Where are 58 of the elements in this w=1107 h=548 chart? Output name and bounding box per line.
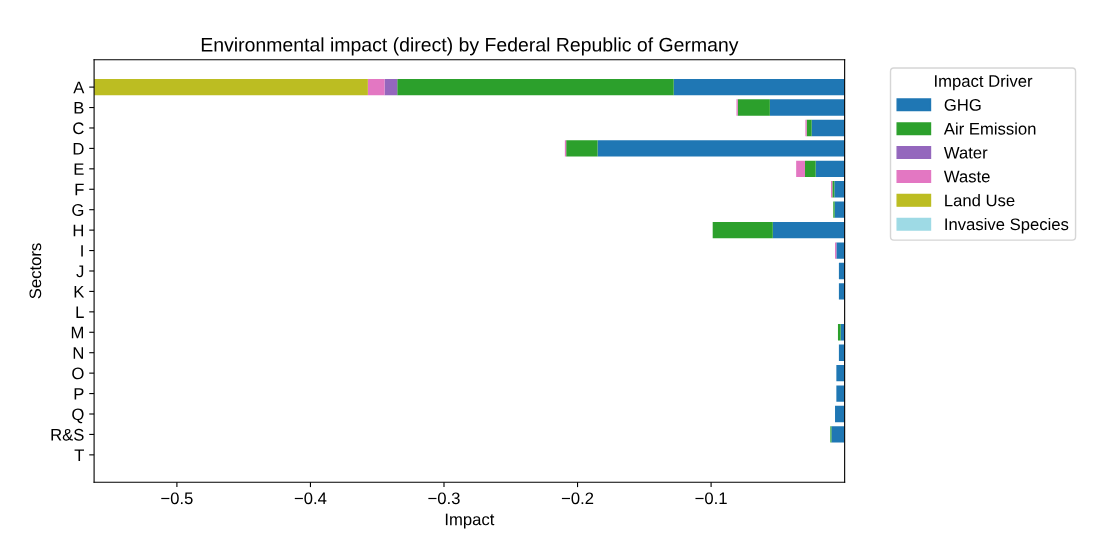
legend-label: Waste bbox=[943, 170, 990, 183]
bar bbox=[597, 140, 845, 157]
bar bbox=[811, 119, 845, 137]
x-axis-title: Impact bbox=[445, 513, 495, 529]
bar bbox=[834, 181, 845, 198]
chart-title: Environmental impact (direct) by Federal Republic of Germany bbox=[201, 37, 739, 56]
y-tick-label: J bbox=[76, 265, 84, 278]
legend-label: Land Use bbox=[945, 194, 1015, 207]
x-tick-label: −0.5 bbox=[161, 492, 193, 505]
y-tick-label: P bbox=[74, 388, 84, 400]
y-tick-label: R&S bbox=[51, 428, 84, 441]
bar bbox=[804, 160, 816, 177]
y-tick-label: F bbox=[75, 183, 84, 196]
bar bbox=[796, 160, 805, 177]
y-tick-label: B bbox=[74, 102, 84, 114]
bar bbox=[384, 78, 398, 96]
y-axis-title: Sectors bbox=[29, 243, 42, 299]
y-tick-label: N bbox=[73, 347, 84, 359]
bar bbox=[397, 78, 674, 96]
legend-label: Air Emission bbox=[943, 122, 1036, 135]
y-tick-label: H bbox=[73, 224, 84, 237]
y-tick-label: O bbox=[72, 367, 84, 380]
bar bbox=[367, 78, 385, 96]
bar bbox=[836, 242, 845, 259]
x-tick-label: −0.1 bbox=[695, 492, 727, 505]
y-tick-label: I bbox=[81, 245, 83, 257]
y-tick-label: Q bbox=[72, 408, 84, 424]
y-tick-label: E bbox=[74, 163, 84, 175]
x-tick-label: −0.2 bbox=[561, 492, 594, 505]
y-tick-label: T bbox=[74, 449, 84, 461]
y-tick-label: A bbox=[73, 81, 85, 94]
x-tick-label: −0.4 bbox=[294, 492, 327, 505]
bar bbox=[673, 78, 845, 96]
bar bbox=[835, 405, 845, 423]
bar bbox=[836, 385, 845, 402]
bar bbox=[712, 221, 773, 239]
bar bbox=[831, 426, 845, 443]
bar bbox=[769, 99, 845, 116]
bar bbox=[737, 99, 770, 116]
bar bbox=[806, 119, 812, 137]
y-tick-label: C bbox=[73, 122, 84, 135]
y-tick-label: L bbox=[76, 306, 84, 318]
legend-title: Impact Driver bbox=[935, 74, 1033, 91]
bar bbox=[772, 221, 845, 239]
y-tick-label: K bbox=[74, 285, 85, 298]
legend-label: Invasive Species bbox=[945, 217, 1069, 234]
legend-label: GHG bbox=[944, 99, 981, 111]
bar bbox=[815, 160, 845, 177]
y-tick-label: D bbox=[73, 142, 84, 155]
bar bbox=[94, 78, 368, 96]
x-tick-label: −0.3 bbox=[428, 492, 460, 505]
bar bbox=[836, 364, 845, 382]
bar bbox=[838, 283, 845, 300]
bar bbox=[837, 324, 841, 341]
legend-label: Water bbox=[943, 146, 988, 159]
y-tick-label: G bbox=[72, 204, 84, 216]
bar bbox=[566, 140, 598, 157]
y-tick-label: M bbox=[71, 326, 84, 339]
